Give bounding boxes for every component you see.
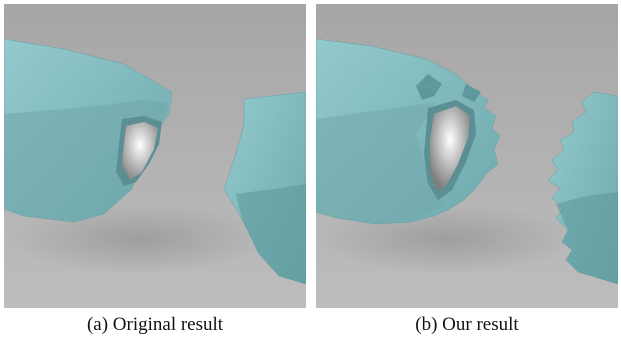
caption-ours: (b) Our result	[415, 314, 519, 335]
caption-original: (a) Original result	[86, 314, 224, 335]
render-panel-ours	[316, 4, 618, 308]
mesh-render-original	[4, 4, 306, 308]
render-panel-original	[4, 4, 306, 308]
mesh-render-ours	[316, 4, 618, 308]
